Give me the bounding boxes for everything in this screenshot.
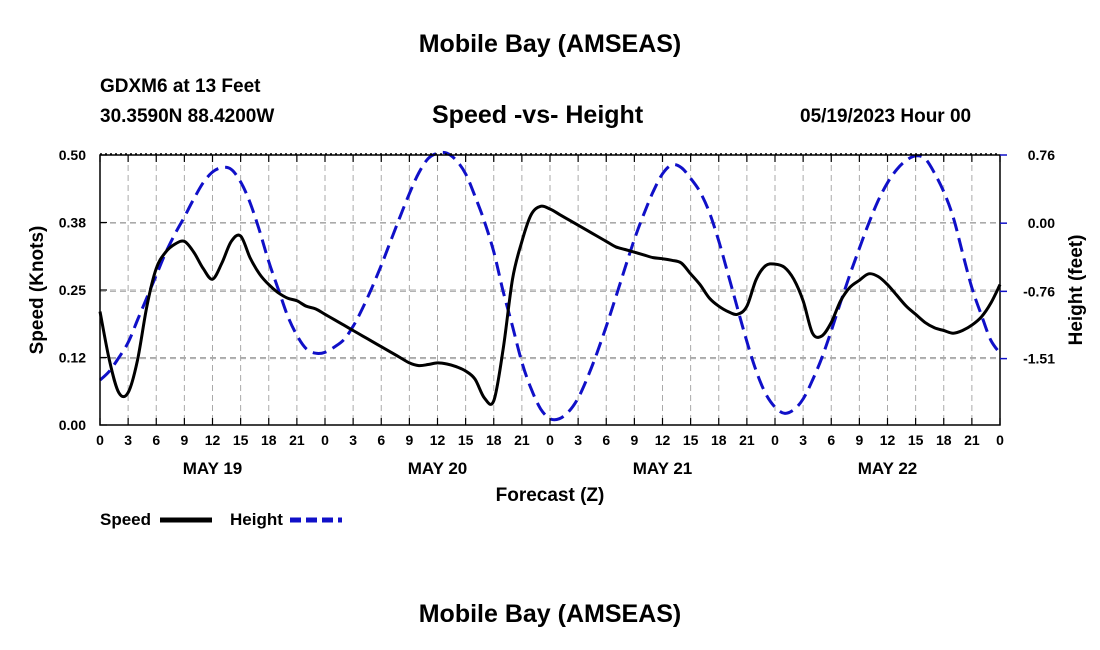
x-tick-label: 15 <box>458 432 474 448</box>
forecast-date-label: 05/19/2023 Hour 00 <box>800 106 972 127</box>
x-tick-label: 12 <box>430 432 446 448</box>
axis-layer: 0 3 6 9 12 15 18 21 0 3 6 9 12 15 18 21 0 3 6 9 12 15 18 21 0 3 6 9… <box>59 147 1055 478</box>
x-tick-label: 15 <box>233 432 249 448</box>
x-tick-label: 21 <box>739 432 755 448</box>
x-day-label: MAY 19 <box>183 459 243 478</box>
x-axis-title: Forecast (Z) <box>496 485 605 506</box>
coordinates-label: 30.3590N 88.4200W <box>100 106 275 127</box>
y2-tick-label: 0.00 <box>1028 215 1055 231</box>
x-tick-label: 18 <box>486 432 502 448</box>
x-tick-label: 0 <box>321 432 329 448</box>
grid-layer <box>100 154 1000 425</box>
x-tick-label: 9 <box>630 432 638 448</box>
y2-tick-label: -1.51 <box>1023 351 1055 367</box>
legend: Speed Height <box>100 510 342 529</box>
x-tick-label: 0 <box>96 432 104 448</box>
y-tick-label: 0.00 <box>59 417 86 433</box>
legend-speed-label: Speed <box>100 510 151 529</box>
x-tick-label: 9 <box>180 432 188 448</box>
x-tick-label: 3 <box>574 432 582 448</box>
y-tick-label: 0.50 <box>59 147 86 163</box>
x-tick-label: 12 <box>880 432 896 448</box>
footer-title: Mobile Bay (AMSEAS) <box>418 600 682 628</box>
x-tick-label: 15 <box>683 432 699 448</box>
speed-series-line <box>98 204 1002 406</box>
y2-tick-label: 0.76 <box>1028 147 1055 163</box>
x-tick-label: 6 <box>152 432 160 448</box>
x-tick-label: 0 <box>546 432 554 448</box>
page-title: Mobile Bay (AMSEAS) <box>418 30 682 58</box>
y-axis-title: Speed (Knots) <box>27 226 48 355</box>
x-tick-label: 12 <box>205 432 221 448</box>
x-tick-label: 15 <box>908 432 924 448</box>
x-tick-label: 6 <box>377 432 385 448</box>
y2-tick-label: -0.76 <box>1023 283 1055 299</box>
height-series-line <box>99 150 1002 422</box>
y-tick-label: 0.12 <box>59 350 86 366</box>
x-day-label: MAY 22 <box>858 459 918 478</box>
x-tick-label: 21 <box>289 432 305 448</box>
x-tick-label: 12 <box>655 432 671 448</box>
x-tick-label: 9 <box>405 432 413 448</box>
x-tick-label: 18 <box>936 432 952 448</box>
x-tick-label: 6 <box>827 432 835 448</box>
x-day-label: MAY 20 <box>408 459 468 478</box>
x-tick-label: 9 <box>855 432 863 448</box>
y-tick-label: 0.38 <box>59 215 86 231</box>
y-tick-label: 0.25 <box>59 282 86 298</box>
x-tick-label: 21 <box>514 432 530 448</box>
series-layer <box>98 150 1002 422</box>
x-tick-label: 18 <box>711 432 727 448</box>
x-tick-label: 0 <box>771 432 779 448</box>
station-label: GDXM6 at 13 Feet <box>100 76 261 97</box>
x-tick-label: 3 <box>799 432 807 448</box>
x-tick-label: 21 <box>964 432 980 448</box>
x-tick-label: 0 <box>996 432 1004 448</box>
y2-axis-title: Height (feet) <box>1066 235 1087 346</box>
x-day-label: MAY 21 <box>633 459 693 478</box>
chart-title: Speed -vs- Height <box>432 101 644 129</box>
x-tick-label: 3 <box>349 432 357 448</box>
x-tick-label: 3 <box>124 432 132 448</box>
x-tick-label: 6 <box>602 432 610 448</box>
legend-height-label: Height <box>230 510 283 529</box>
x-tick-label: 18 <box>261 432 277 448</box>
